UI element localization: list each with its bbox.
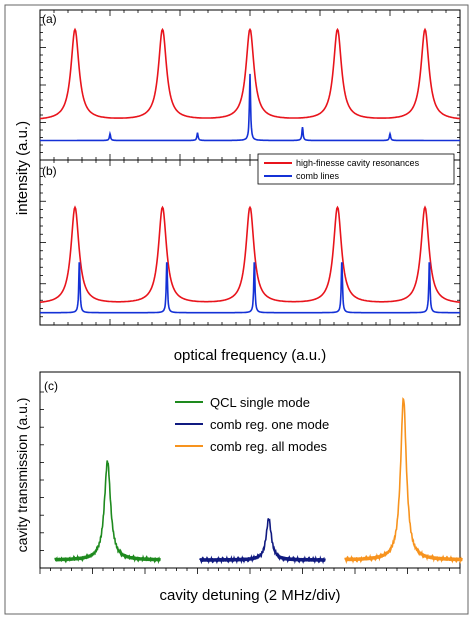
panel-a-plot — [39, 27, 461, 142]
figure-frame — [4, 4, 469, 615]
legend-blue-label: comb lines — [296, 171, 340, 181]
series-cavity-resonances — [40, 205, 460, 303]
xlabel-optical-frequency: optical frequency (a.u.) — [174, 347, 327, 364]
panel-b: (b) high-finesse cavity resonances comb … — [39, 153, 461, 326]
panel-b-label: (b) — [42, 164, 57, 178]
series-comb-reg-all-modes — [344, 397, 463, 565]
legend-ab-box — [257, 153, 455, 185]
panel-a: (a) — [39, 9, 461, 161]
ylabel-intensity: intensity (a.u.) — [14, 121, 31, 215]
ylabel-cavity-transmission: cavity transmission (a.u.) — [14, 398, 30, 553]
legend-ab: high-finesse cavity resonances comb line… — [257, 153, 455, 185]
series-comb-lines — [40, 73, 460, 142]
xlabel-cavity-detuning: cavity detuning (2 MHz/div) — [160, 587, 341, 604]
legend-c-orange-label: comb reg. all modes — [210, 439, 328, 454]
panel-c-label: (c) — [44, 379, 58, 393]
legend-red-label: high-finesse cavity resonances — [296, 158, 420, 168]
panel-b-plot — [40, 205, 460, 314]
series-cavity-resonances — [39, 27, 461, 120]
legend-c-green-label: QCL single mode — [210, 395, 310, 410]
panel-c-plot — [54, 397, 463, 565]
legend-c: QCL single mode comb reg. one mode comb … — [175, 395, 329, 454]
panel-a-label: (a) — [42, 12, 57, 26]
panel-c: (c) QCL single mode comb reg. one mode c… — [39, 371, 463, 574]
panel-c-ticks — [39, 391, 461, 574]
series-qcl-single-mode — [54, 460, 161, 565]
series-comb-reg-one-mode — [199, 518, 326, 565]
legend-c-navy-label: comb reg. one mode — [210, 417, 329, 432]
series-comb-lines — [40, 262, 460, 314]
